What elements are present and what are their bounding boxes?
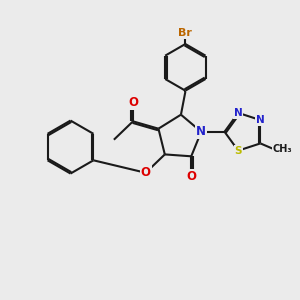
Text: O: O [141,166,151,179]
Text: N: N [196,125,206,138]
Text: N: N [234,108,243,118]
Text: Br: Br [178,28,192,38]
Text: O: O [128,96,138,109]
Text: N: N [256,115,265,125]
Text: S: S [235,146,242,156]
Text: O: O [186,170,196,183]
Text: CH₃: CH₃ [272,144,292,154]
